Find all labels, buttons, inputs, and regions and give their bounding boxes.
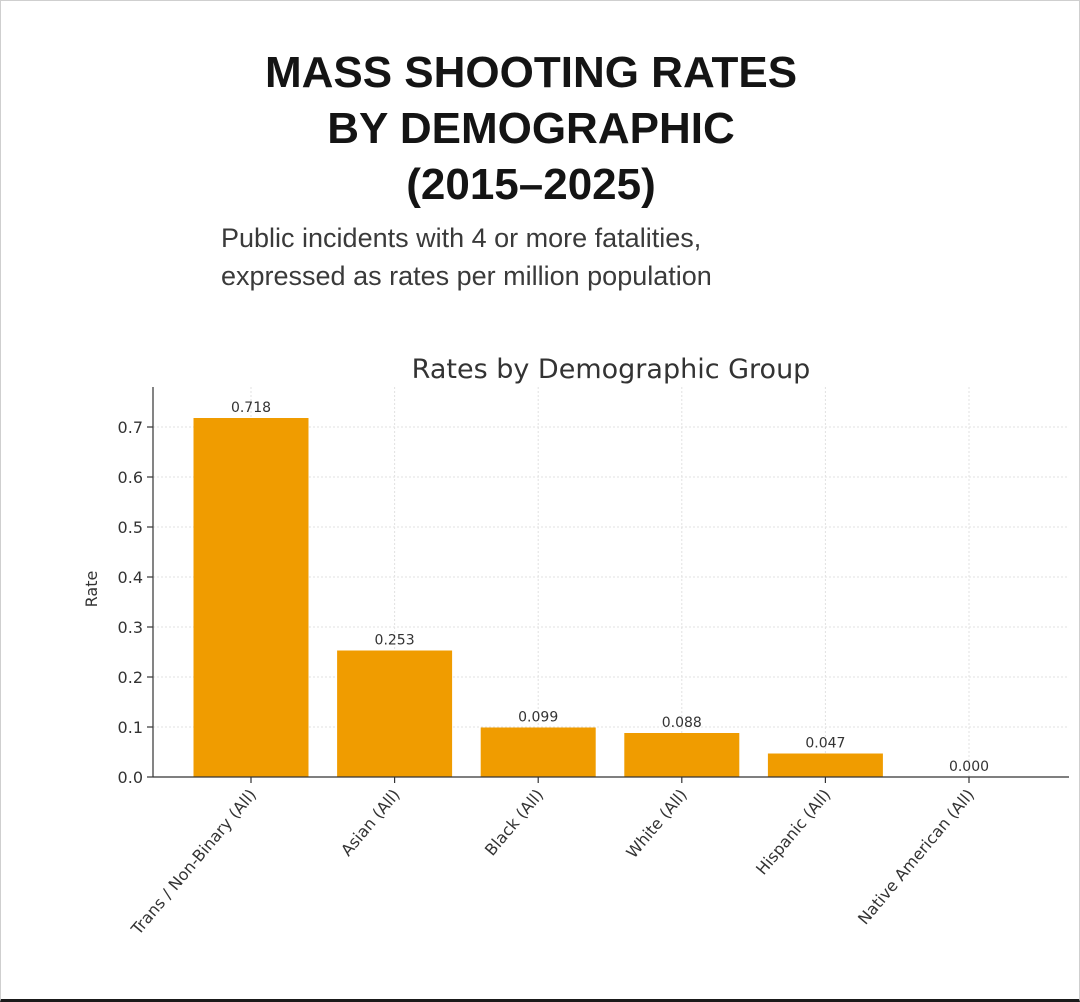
bars bbox=[193, 418, 883, 777]
y-tick-label: 0.5 bbox=[118, 518, 143, 537]
bar-value-label: 0.000 bbox=[949, 759, 989, 775]
axes bbox=[147, 387, 1069, 783]
y-tick-label: 0.2 bbox=[118, 668, 143, 687]
y-axis-label: Rate bbox=[82, 571, 101, 608]
y-tick-label: 0.0 bbox=[118, 768, 143, 787]
x-category-label: Hispanic (All) bbox=[752, 785, 834, 878]
y-tick-label: 0.6 bbox=[118, 468, 143, 487]
x-category-label: Black (All) bbox=[481, 785, 547, 859]
bar-value-label: 0.047 bbox=[805, 736, 845, 752]
page-title: MASS SHOOTING RATES BY DEMOGRAPHIC (2015… bbox=[181, 45, 881, 213]
page-subtitle-line: expressed as rates per million populatio… bbox=[221, 261, 712, 291]
y-tick-label: 0.4 bbox=[118, 568, 143, 587]
bar bbox=[767, 753, 883, 777]
bar bbox=[624, 733, 740, 777]
x-category-label: Asian (All) bbox=[337, 785, 404, 859]
x-category-label: Trans / Non-Binary (All) bbox=[127, 785, 260, 939]
page-subtitle: Public incidents with 4 or more fataliti… bbox=[221, 219, 921, 295]
chart-title: Rates by Demographic Group bbox=[412, 354, 811, 385]
page-title-line: (2015–2025) bbox=[406, 160, 656, 209]
bar-value-label: 0.253 bbox=[375, 633, 415, 649]
x-category-label: White (All) bbox=[622, 785, 691, 862]
y-tick-label: 0.3 bbox=[118, 618, 143, 637]
bar bbox=[193, 418, 309, 777]
bar-value-label: 0.088 bbox=[662, 715, 702, 731]
bar bbox=[480, 727, 596, 777]
bar-value-label: 0.099 bbox=[518, 710, 558, 726]
page-title-line: BY DEMOGRAPHIC bbox=[327, 104, 735, 153]
page-title-line: MASS SHOOTING RATES bbox=[264, 48, 798, 97]
y-tick-label: 0.1 bbox=[118, 718, 143, 737]
page-subtitle-line: Public incidents with 4 or more fataliti… bbox=[221, 223, 702, 253]
bar bbox=[337, 650, 453, 777]
y-tick-label: 0.7 bbox=[118, 418, 143, 437]
x-category-label: Native American (All) bbox=[854, 785, 978, 928]
bar-value-label: 0.718 bbox=[231, 400, 271, 416]
